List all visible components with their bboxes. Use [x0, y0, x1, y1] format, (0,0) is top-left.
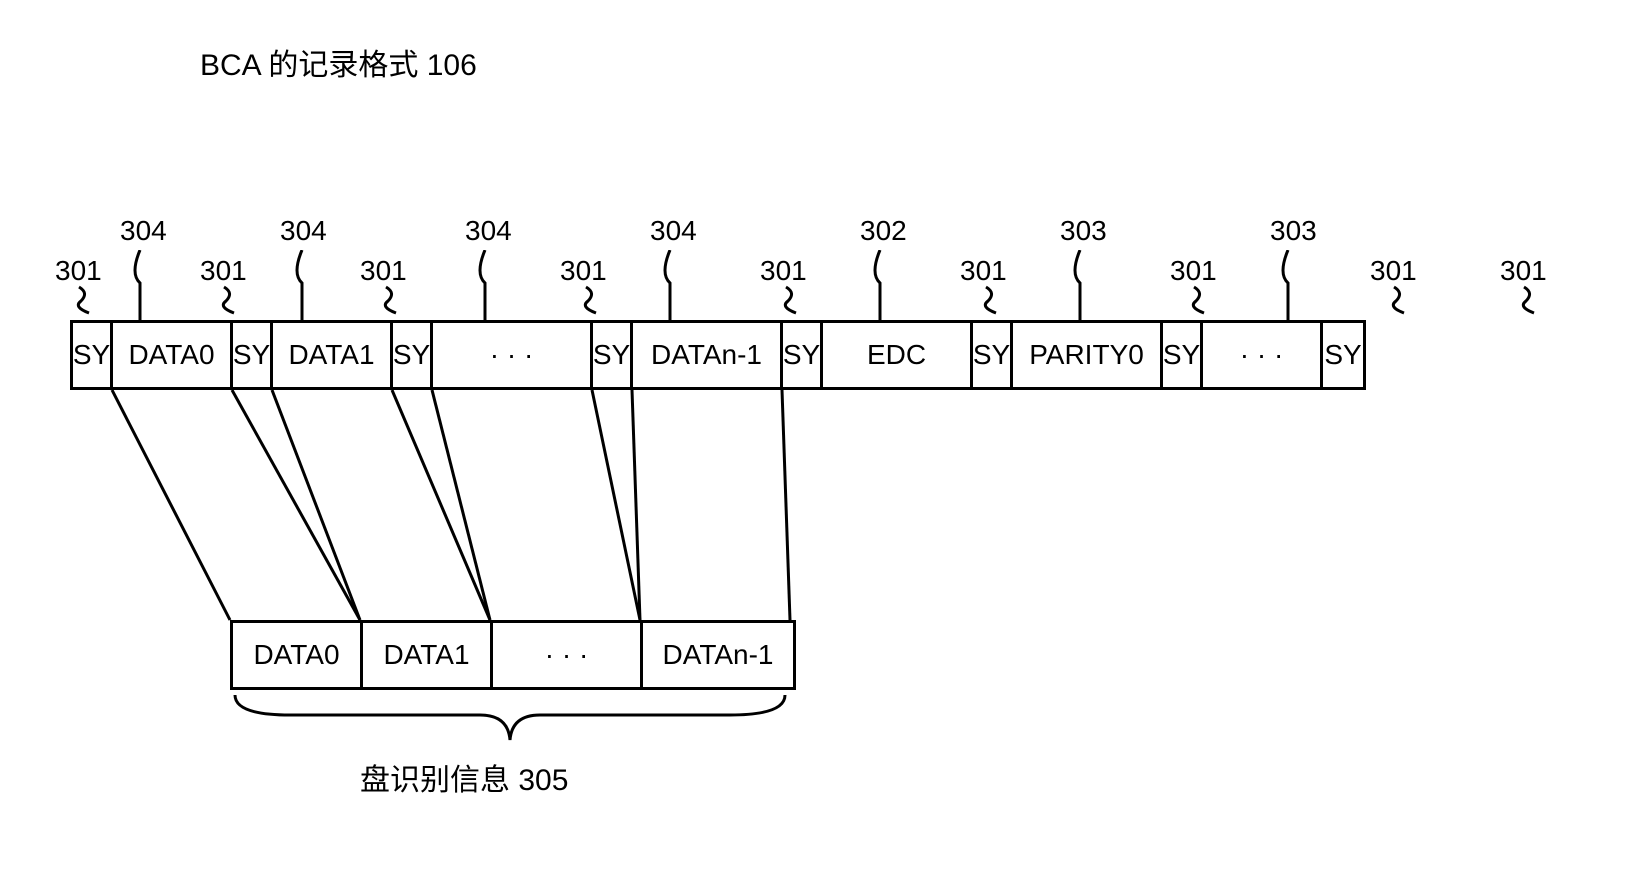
lower-cell: DATA0	[233, 623, 363, 687]
leadline-icon	[868, 250, 892, 322]
ref-label: 304	[120, 215, 167, 247]
leadline-icon	[128, 250, 152, 322]
top-strip: SYDATA0SYDATA1SY· · ·SYDATAn-1SYEDCSYPAR…	[70, 320, 1366, 390]
ref-label: 303	[1270, 215, 1317, 247]
strip-cell: SY	[783, 323, 823, 387]
strip-cell: DATAn-1	[633, 323, 783, 387]
ref-label: 301	[1370, 255, 1417, 287]
lower-strip: DATA0DATA1· · ·DATAn-1	[230, 620, 796, 690]
leadline-icon	[473, 250, 497, 322]
lower-cell: DATA1	[363, 623, 493, 687]
tilde-icon	[782, 285, 802, 315]
diagram-title: BCA 的记录格式 106	[200, 40, 477, 84]
ref-label: 301	[760, 255, 807, 287]
strip-cell: SY	[233, 323, 273, 387]
tilde-icon	[1520, 285, 1540, 315]
ref-label: 301	[1170, 255, 1217, 287]
strip-cell: SY	[1163, 323, 1203, 387]
ref-label: 304	[465, 215, 512, 247]
ref-label: 303	[1060, 215, 1107, 247]
tilde-icon	[1190, 285, 1210, 315]
tilde-icon	[582, 285, 602, 315]
strip-cell: EDC	[823, 323, 973, 387]
lower-caption: 盘识别信息 305	[360, 755, 568, 799]
ref-label: 304	[650, 215, 697, 247]
ref-label: 301	[200, 255, 247, 287]
strip-cell: DATA1	[273, 323, 393, 387]
leadline-icon	[1068, 250, 1092, 322]
tilde-icon	[75, 285, 95, 315]
strip-cell: · · ·	[433, 323, 593, 387]
ref-label: 304	[280, 215, 327, 247]
strip-cell: SY	[73, 323, 113, 387]
strip-cell: SY	[1323, 323, 1363, 387]
ref-label: 302	[860, 215, 907, 247]
tilde-icon	[220, 285, 240, 315]
curly-brace	[230, 690, 790, 750]
mapping-lines	[70, 390, 870, 620]
ref-label: 301	[360, 255, 407, 287]
leadline-icon	[290, 250, 314, 322]
leadline-icon	[1276, 250, 1300, 322]
strip-cell: PARITY0	[1013, 323, 1163, 387]
strip-cell: DATA0	[113, 323, 233, 387]
strip-cell: SY	[393, 323, 433, 387]
lower-cell: · · ·	[493, 623, 643, 687]
strip-cell: SY	[593, 323, 633, 387]
ref-label: 301	[960, 255, 1007, 287]
ref-label: 301	[55, 255, 102, 287]
strip-cell: · · ·	[1203, 323, 1323, 387]
tilde-icon	[1390, 285, 1410, 315]
lower-cell: DATAn-1	[643, 623, 793, 687]
tilde-icon	[982, 285, 1002, 315]
ref-label: 301	[1500, 255, 1547, 287]
leadline-icon	[658, 250, 682, 322]
strip-cell: SY	[973, 323, 1013, 387]
reference-row: 301 304 301 304 301 304 301 304 301 302 301 303 301 3…	[40, 200, 1585, 320]
ref-label: 301	[560, 255, 607, 287]
tilde-icon	[382, 285, 402, 315]
